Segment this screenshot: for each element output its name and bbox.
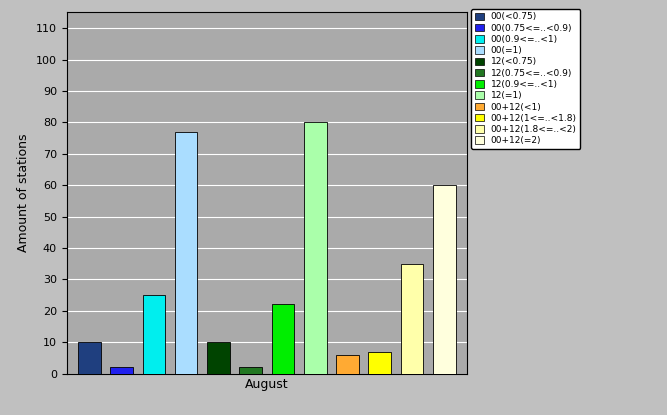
Bar <box>304 122 327 374</box>
Bar <box>143 295 165 374</box>
Bar <box>175 132 197 374</box>
Bar <box>336 355 359 374</box>
Legend: 00(<0.75), 00(0.75<=..<0.9), 00(0.9<=..<1), 00(=1), 12(<0.75), 12(0.75<=..<0.9),: 00(<0.75), 00(0.75<=..<0.9), 00(0.9<=..<… <box>471 9 580 149</box>
Bar <box>207 342 229 374</box>
Bar <box>433 185 456 374</box>
Bar <box>368 352 391 374</box>
Bar <box>401 264 424 374</box>
Bar <box>110 367 133 374</box>
Bar <box>78 342 101 374</box>
Bar <box>239 367 262 374</box>
Y-axis label: Amount of stations: Amount of stations <box>17 134 31 252</box>
Bar <box>271 305 294 374</box>
